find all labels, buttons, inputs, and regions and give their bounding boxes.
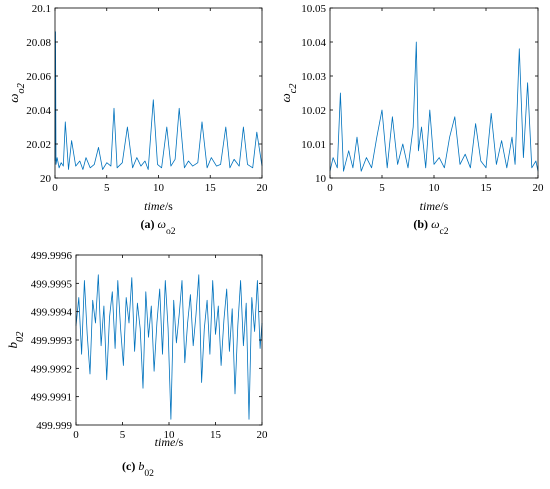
caption-label: (c) xyxy=(122,459,138,473)
label-symbol: ω xyxy=(6,94,21,103)
y-tick-label: 20 xyxy=(40,173,52,185)
y-axis-label: ωo2 xyxy=(6,83,27,103)
x-tick-label: 10 xyxy=(429,182,441,194)
x-axis-label: time/s xyxy=(144,199,173,213)
label-subscript: o2 xyxy=(16,83,27,93)
x-tick-label: 5 xyxy=(104,182,110,194)
y-tick-label: 10.04 xyxy=(301,37,326,49)
subfigure-caption: (a) ωo2 xyxy=(140,217,175,237)
subfigure-caption: (c) b02 xyxy=(122,459,154,479)
y-tick-label: 20.08 xyxy=(26,37,51,49)
x-tick-label: 15 xyxy=(481,182,493,194)
y-tick-label: 499.9996 xyxy=(31,250,73,262)
y-tick-label: 499.9993 xyxy=(31,335,73,347)
subplot-c: 0 5 10 15 20 499.999 499.9991 499.9992 499.9993 4… xyxy=(5,250,268,479)
x-tick-label: 5 xyxy=(379,182,385,194)
x-tick-label: 10 xyxy=(153,182,165,194)
y-axis-label: ωc2 xyxy=(278,84,299,103)
subplot-a: 0 5 10 15 20 20 20.02 20.04 20.06 20.08 20.1 time/s… xyxy=(6,3,268,237)
series-line-b xyxy=(329,41,539,172)
caption-subscript: o2 xyxy=(166,226,176,237)
y-tick-label: 499.9995 xyxy=(31,278,73,290)
y-tick-label: 499.9992 xyxy=(31,363,72,375)
y-tick-label: 20.06 xyxy=(26,71,51,83)
label-symbol: ω xyxy=(278,93,293,102)
y-tick-label: 10.01 xyxy=(301,139,326,151)
y-tick-label: 20.02 xyxy=(26,139,51,151)
label-subscript: 02 xyxy=(15,332,26,342)
x-tick-label: 15 xyxy=(210,429,222,441)
x-axis-label-text: time xyxy=(144,199,165,213)
series-line-c xyxy=(75,274,263,420)
caption-symbol: ω xyxy=(431,217,439,231)
y-tick-label: 499.9994 xyxy=(31,307,73,319)
y-tick-label: 20.04 xyxy=(26,105,51,117)
series-line-a xyxy=(54,31,263,170)
caption-label: (b) xyxy=(413,217,431,231)
y-tick-label: 499.999 xyxy=(36,420,72,432)
x-axis-label-unit: /s xyxy=(440,199,448,213)
caption-subscript: c2 xyxy=(440,226,449,237)
x-axis-label: time/s xyxy=(420,199,449,213)
x-axis-label-text: time xyxy=(155,435,176,449)
plot-frame-b xyxy=(329,7,539,179)
x-tick-label: 0 xyxy=(52,182,58,194)
x-tick-label: 20 xyxy=(257,182,269,194)
y-tick-label: 10 xyxy=(315,173,327,185)
x-axis-label: time/s xyxy=(155,435,184,449)
y-tick-label: 10.02 xyxy=(301,105,326,117)
x-axis-label-unit: /s xyxy=(165,199,173,213)
y-tick-label: 20.1 xyxy=(32,3,51,15)
y-tick-label: 10.05 xyxy=(301,3,326,15)
caption-symbol: b xyxy=(138,459,144,473)
x-tick-label: 0 xyxy=(73,429,79,441)
subplot-b: 0 5 10 15 20 10 10.01 10.02 10.03 10.04 10.05 time/… xyxy=(278,3,544,237)
x-tick-label: 10 xyxy=(164,429,176,441)
caption-subscript: 02 xyxy=(144,468,154,479)
x-tick-label: 5 xyxy=(120,429,126,441)
y-tick-label: 499.9991 xyxy=(31,392,72,404)
x-tick-label: 20 xyxy=(533,182,545,194)
subfigure-caption: (b) ωc2 xyxy=(413,217,448,237)
x-tick-label: 0 xyxy=(327,182,333,194)
caption-label: (a) xyxy=(140,217,157,231)
y-axis-label: b02 xyxy=(5,332,26,349)
x-axis-label-unit: /s xyxy=(175,435,183,449)
caption-symbol: ω xyxy=(157,217,165,231)
x-tick-label: 15 xyxy=(205,182,217,194)
x-tick-label: 20 xyxy=(257,429,269,441)
label-symbol: b xyxy=(5,341,20,348)
x-axis-label-text: time xyxy=(420,199,441,213)
y-tick-label: 10.03 xyxy=(301,71,326,83)
plot-frame-a xyxy=(54,7,263,179)
label-subscript: c2 xyxy=(288,84,299,94)
plot-frame-c xyxy=(75,254,263,426)
